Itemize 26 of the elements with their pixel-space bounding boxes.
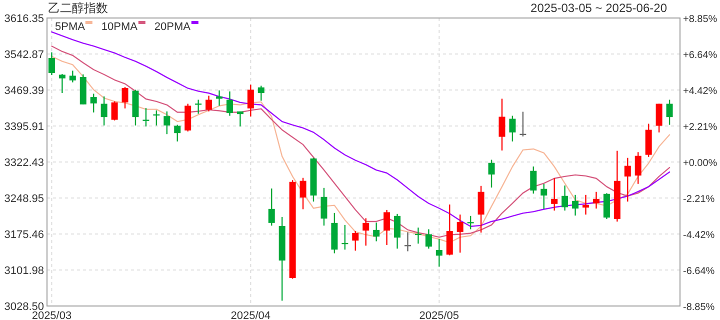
y-tick-label: 3248.95	[4, 192, 44, 205]
y2-tick-label: -4.42%	[683, 230, 715, 241]
y2-tick-label: +0.00%	[683, 158, 718, 169]
y2-tick-label: +8.85%	[683, 14, 718, 25]
y2-tick-label: -8.85%	[683, 302, 715, 313]
y-tick-label: 3322.43	[4, 157, 44, 169]
chart-title: 乙二醇指数	[48, 1, 108, 15]
y2-tick-label: -2.21%	[683, 194, 715, 205]
legend-label: 5PMA	[55, 21, 86, 33]
y2-tick-label: +4.42%	[683, 86, 718, 98]
y-tick-label: 3395.91	[4, 121, 44, 133]
y-tick-label: 3542.87	[4, 49, 44, 61]
y-tick-label: 3175.46	[4, 229, 44, 241]
x-tick-label: 2025/04	[230, 310, 271, 320]
y-tick-label: 3616.35	[4, 13, 44, 25]
y-tick-label: 3028.50	[4, 301, 44, 313]
y2-tick-label: +2.21%	[683, 122, 718, 134]
y2-tick-label: +6.64%	[683, 50, 718, 61]
y2-tick-label: -6.64%	[683, 266, 715, 278]
x-tick-label: 2025/03	[32, 310, 72, 320]
legend-label: 20PMA	[154, 21, 192, 33]
chart-subtitle: 2025-03-05 ~ 2025-06-20	[530, 1, 668, 15]
x-tick-label: 2025/05	[419, 310, 460, 320]
legend-label: 10PMA	[101, 21, 138, 33]
y-tick-label: 3101.98	[4, 265, 44, 277]
y-tick-label: 3469.39	[4, 85, 44, 97]
